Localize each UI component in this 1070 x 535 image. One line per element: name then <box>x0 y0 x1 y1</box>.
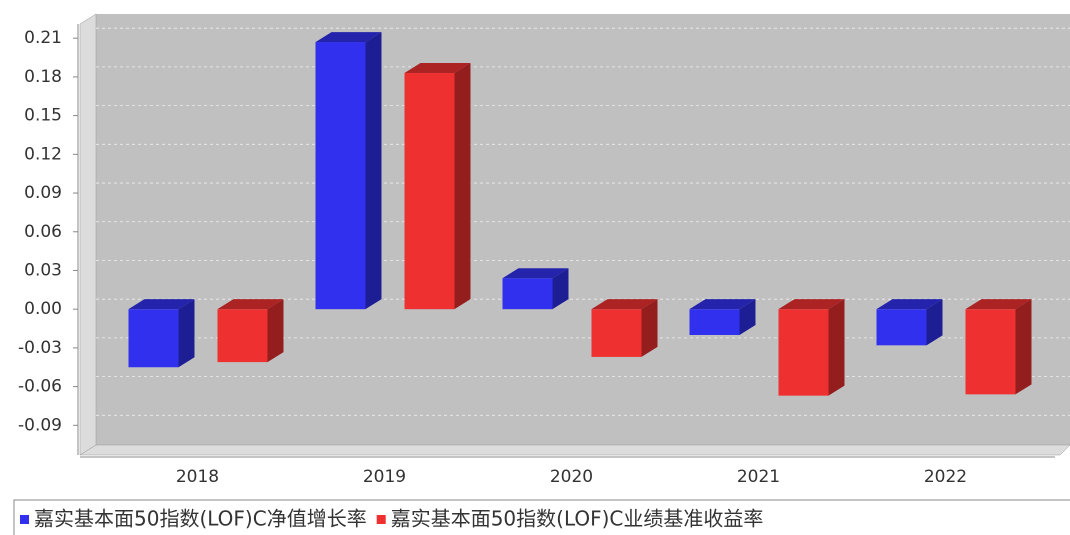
y-tick-label: 0.09 <box>24 183 62 203</box>
y-tick-label: 0.12 <box>24 144 62 164</box>
x-tick-label: 2020 <box>550 467 593 487</box>
bar-front <box>128 309 179 368</box>
legend-label: 嘉实基本面50指数(LOF)C业绩基准收益率 <box>391 507 764 531</box>
bar-top <box>315 32 382 43</box>
legend-swatch <box>376 515 386 524</box>
bar-front <box>591 309 642 357</box>
y-tick-label: 0.03 <box>24 260 62 280</box>
y-tick-label: 0.15 <box>24 106 62 126</box>
bar-side <box>552 268 569 310</box>
bar-top <box>778 299 845 310</box>
bar-front <box>315 42 366 310</box>
bars <box>128 32 1032 396</box>
bar-front <box>502 278 553 310</box>
y-tick-label: -0.06 <box>18 377 62 397</box>
bar-top <box>591 299 658 310</box>
bar-side <box>828 299 845 396</box>
bar-front <box>689 309 740 335</box>
grid <box>96 27 1070 416</box>
bar-side <box>267 299 284 363</box>
bar-front <box>965 309 1016 395</box>
y-tick-label: 0.06 <box>24 222 62 242</box>
y-tick-label: -0.09 <box>18 415 62 435</box>
bar-top <box>217 299 284 310</box>
x-tick-label: 2021 <box>737 467 780 487</box>
y-tick-label: 0.00 <box>24 299 62 319</box>
legend-label: 嘉实基本面50指数(LOF)C净值增长率 <box>34 507 367 531</box>
bar-top <box>876 299 943 310</box>
bar-top <box>128 299 195 310</box>
y-tick-label: 0.21 <box>24 28 62 48</box>
bar-side <box>641 299 658 357</box>
bar-front <box>404 73 455 310</box>
bar-top <box>502 268 569 279</box>
side-wall <box>79 13 97 456</box>
x-tick-label: 2019 <box>363 467 406 487</box>
bar-side <box>454 63 471 310</box>
bar-front <box>876 309 927 346</box>
floor <box>79 444 1070 456</box>
bar-side <box>739 299 756 335</box>
bar-front <box>778 309 829 396</box>
bar-top <box>965 299 1032 310</box>
legend-box <box>13 499 1070 535</box>
bar-side <box>178 299 195 368</box>
bar-side <box>365 32 382 310</box>
bar-top <box>404 63 471 74</box>
bar-side <box>1015 299 1032 395</box>
back-wall <box>96 14 1070 445</box>
legend-swatch <box>20 515 29 524</box>
bar-side <box>926 299 943 346</box>
x-tick-label: 2022 <box>924 467 967 487</box>
y-tick-label: 0.18 <box>24 67 62 87</box>
y-tick-label: -0.03 <box>18 338 62 358</box>
bar-front <box>217 309 268 363</box>
bar-top <box>689 299 756 310</box>
x-tick-label: 2018 <box>176 467 219 487</box>
legend: 嘉实基本面50指数(LOF)C净值增长率 嘉实基本面50指数(LOF)C业绩基准收… <box>20 507 763 531</box>
